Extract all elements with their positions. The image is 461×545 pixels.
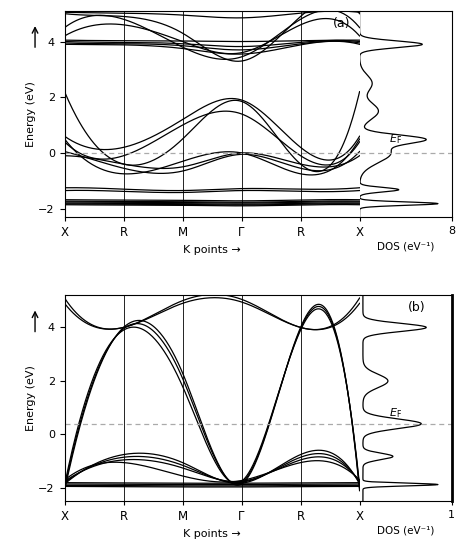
X-axis label: DOS (eV⁻¹): DOS (eV⁻¹) <box>377 526 434 536</box>
Text: (b): (b) <box>408 301 426 314</box>
X-axis label: K points →: K points → <box>183 529 241 539</box>
Text: $E_{\rm F}$: $E_{\rm F}$ <box>389 132 402 146</box>
Y-axis label: Energy (eV): Energy (eV) <box>25 81 35 147</box>
X-axis label: DOS (eV⁻¹): DOS (eV⁻¹) <box>377 241 434 252</box>
Text: (a): (a) <box>333 17 351 30</box>
Y-axis label: Energy (eV): Energy (eV) <box>25 365 35 431</box>
Text: $E_{\rm F}$: $E_{\rm F}$ <box>389 406 402 420</box>
X-axis label: K points →: K points → <box>183 245 241 255</box>
